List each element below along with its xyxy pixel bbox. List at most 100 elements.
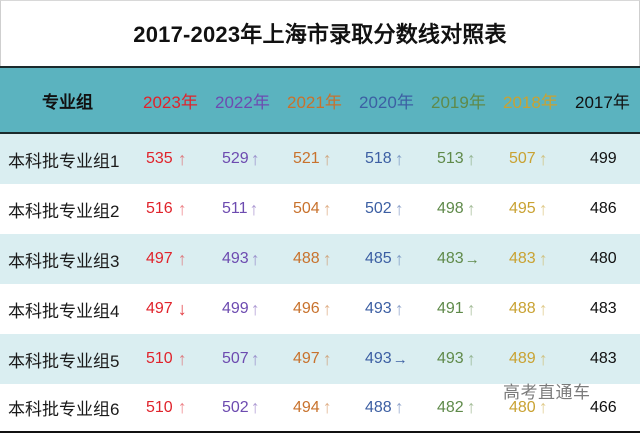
arrow-up-icon: ↑: [250, 298, 260, 319]
arrow-up-icon: ↑: [177, 397, 187, 417]
score-2017: 466: [590, 398, 617, 416]
score-2017: 486: [590, 200, 617, 217]
header-year-2019: 2019年: [431, 92, 486, 112]
score-2019: 513 ↑: [437, 148, 476, 169]
score-2019: 498 ↑: [437, 198, 476, 219]
arrow-up-icon: ↑: [249, 198, 259, 219]
score-2023: 535 ↑: [146, 148, 187, 169]
score-2020: 493 ↑: [365, 298, 404, 319]
score-2020: 488 ↑: [365, 397, 404, 417]
arrow-up-icon: ↑: [538, 298, 548, 319]
header-year-2020: 2020年: [359, 92, 414, 112]
arrow-up-icon: ↑: [177, 148, 187, 169]
score-2019: 491 ↑: [437, 298, 476, 319]
arrow-up-icon: ↑: [538, 198, 548, 219]
score-2017: 480: [590, 250, 617, 267]
table-row: 本科批专业组4 497 ↓ 499 ↑ 496 ↑ 493 ↑ 491 ↑ 488 ↑ 48…: [0, 284, 640, 334]
score-2023: 497 ↓: [146, 298, 187, 319]
header-year-2017: 2017年: [575, 92, 630, 112]
score-2020: 493 →: [365, 350, 408, 368]
score-2021: 521 ↑: [293, 148, 332, 169]
arrow-up-icon: ↑: [394, 198, 404, 219]
arrow-up-icon: ↑: [322, 298, 332, 319]
score-2017: 483: [590, 350, 617, 367]
score-2021: 496 ↑: [293, 298, 332, 319]
group-name: 本科批专业组5: [8, 351, 120, 371]
score-2021: 504 ↑: [293, 198, 332, 219]
score-2018: 488 ↑: [509, 298, 548, 319]
arrow-down-icon: ↓: [177, 298, 187, 319]
arrow-up-icon: ↑: [250, 348, 260, 369]
score-2018: 489 ↑: [509, 348, 548, 369]
arrow-up-icon: ↑: [394, 148, 404, 169]
arrow-up-icon: ↑: [394, 248, 404, 269]
arrow-up-icon: ↑: [322, 198, 332, 219]
arrow-up-icon: ↑: [322, 348, 332, 369]
header-year-2021: 2021年: [287, 92, 342, 112]
score-2020: 502 ↑: [365, 198, 404, 219]
header-group: 专业组: [42, 92, 93, 112]
score-2020: 485 ↑: [365, 248, 404, 269]
arrow-up-icon: ↑: [538, 248, 548, 269]
arrow-up-icon: ↑: [177, 198, 187, 219]
header-year-2022: 2022年: [215, 92, 270, 112]
watermark-text: 高考直通车: [503, 383, 591, 402]
score-2018: 480 ↑: [509, 397, 548, 417]
group-name: 本科批专业组1: [8, 151, 120, 171]
header-year-2023: 2023年: [143, 92, 198, 112]
arrow-up-icon: ↑: [250, 248, 260, 269]
arrow-up-icon: ↑: [466, 298, 476, 319]
score-2018: 495 ↑: [509, 198, 548, 219]
arrow-up-icon: ↑: [394, 397, 404, 417]
arrow-up-icon: ↑: [466, 198, 476, 219]
score-2022: 529 ↑: [222, 148, 260, 169]
score-2019: 493 ↑: [437, 348, 476, 369]
arrow-up-icon: ↑: [322, 248, 332, 269]
arrow-right-icon: →: [464, 250, 480, 268]
group-name: 本科批专业组3: [8, 251, 120, 271]
arrow-up-icon: ↑: [466, 148, 476, 169]
arrow-up-icon: ↑: [394, 298, 404, 319]
score-2018: 507 ↑: [509, 148, 548, 169]
score-2017: 483: [590, 300, 617, 317]
score-2017: 499: [590, 150, 617, 167]
score-2023: 510 ↑: [146, 348, 187, 369]
arrow-up-icon: ↑: [538, 148, 548, 169]
table-row: 本科批专业组3 497 ↑ 493 ↑ 488 ↑ 485 ↑ 483 → 483 ↑ 48…: [0, 234, 640, 284]
table-row: 本科批专业组5 510 ↑ 507 ↑ 497 ↑ 493 → 493 ↑ 489 ↑ 48…: [0, 334, 640, 384]
table-header: 专业组 2023年 2022年 2021年 2020年 2019年 2018年 …: [0, 66, 640, 134]
score-2022: 499 ↑: [222, 298, 260, 319]
score-2018: 483 ↑: [509, 248, 548, 269]
table-row: 本科批专业组1 535 ↑ 529 ↑ 521 ↑ 518 ↑ 513 ↑ 507 ↑ 49…: [0, 134, 640, 184]
arrow-up-icon: ↑: [466, 348, 476, 369]
group-name: 本科批专业组4: [8, 301, 120, 321]
arrow-up-icon: ↑: [177, 248, 187, 269]
score-2020: 518 ↑: [365, 148, 404, 169]
table-title: 2017-2023年上海市录取分数线对照表: [133, 22, 507, 47]
score-2022: 493 ↑: [222, 248, 260, 269]
table-bottom-border: [0, 431, 640, 433]
arrow-up-icon: ↑: [250, 397, 260, 417]
arrow-up-icon: ↑: [538, 397, 548, 417]
score-2022: 507 ↑: [222, 348, 260, 369]
table-row: 本科批专业组6 510 ↑ 502 ↑ 494 ↑ 488 ↑ 482 ↑ 480 ↑ 46…: [0, 384, 640, 431]
arrow-up-icon: ↑: [466, 397, 476, 417]
header-year-2018: 2018年: [503, 92, 558, 112]
score-2021: 488 ↑: [293, 248, 332, 269]
arrow-up-icon: ↑: [177, 348, 187, 369]
score-2023: 516 ↑: [146, 198, 187, 219]
group-name: 本科批专业组6: [8, 400, 120, 419]
score-2019: 482 ↑: [437, 397, 476, 417]
score-2023: 510 ↑: [146, 397, 187, 417]
score-2019: 483 →: [437, 250, 480, 268]
arrow-up-icon: ↑: [322, 397, 332, 417]
arrow-up-icon: ↑: [322, 148, 332, 169]
table-row: 本科批专业组2 516 ↑ 511 ↑ 504 ↑ 502 ↑ 498 ↑ 495 ↑ 48…: [0, 184, 640, 234]
arrow-up-icon: ↑: [250, 148, 260, 169]
score-2021: 497 ↑: [293, 348, 332, 369]
arrow-right-icon: →: [392, 350, 408, 368]
group-name: 本科批专业组2: [8, 201, 120, 221]
score-2022: 502 ↑: [222, 397, 260, 417]
score-2021: 494 ↑: [293, 397, 332, 417]
score-2022: 511 ↑: [222, 198, 259, 219]
